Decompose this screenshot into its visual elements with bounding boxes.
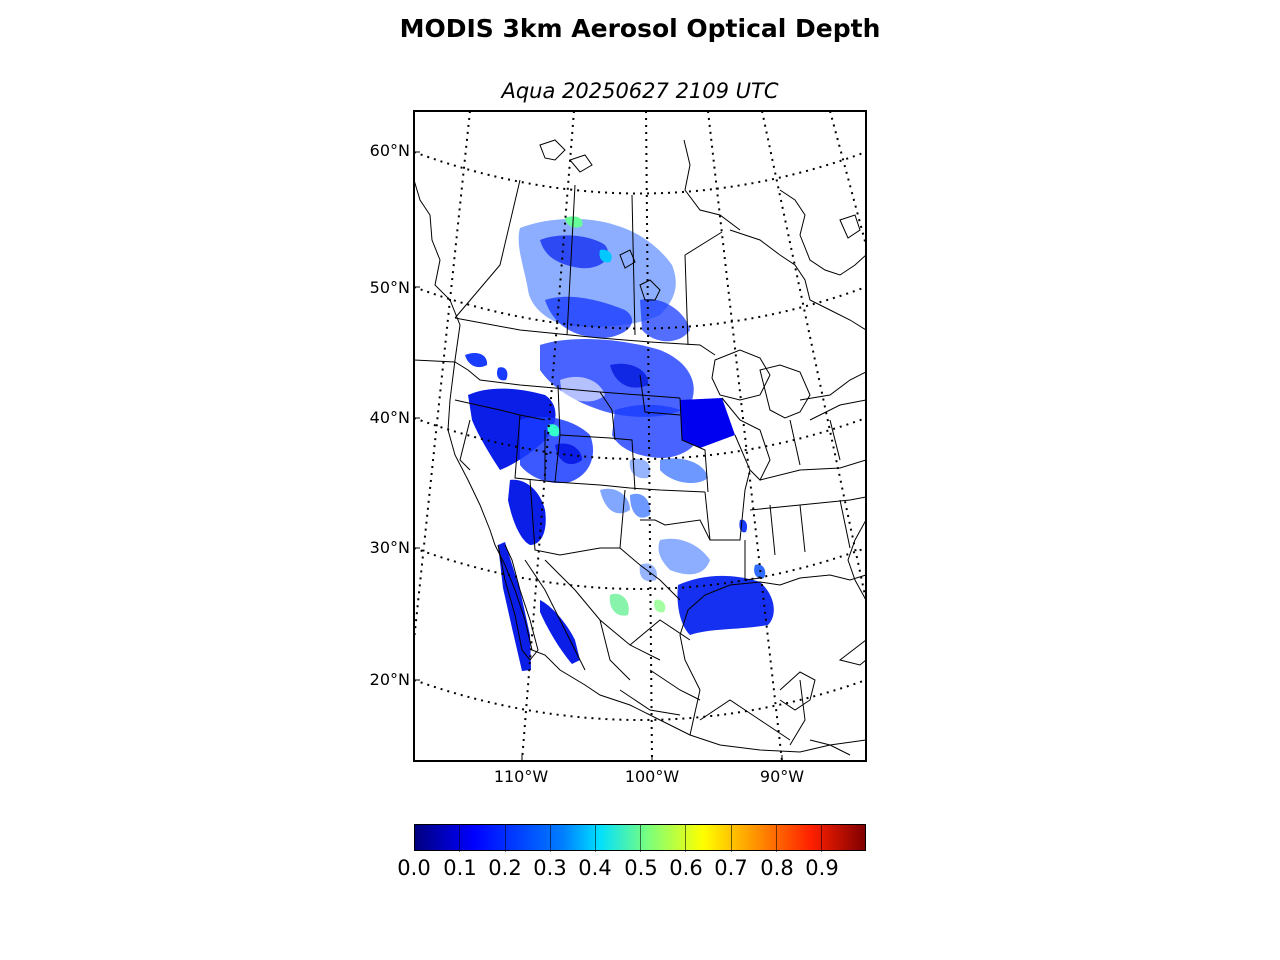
coastline-layer [414,139,866,756]
lon-label-110w: 110°W [493,767,549,786]
lat-label-40n: 40°N [369,408,410,427]
colorbar-label-6: 0.6 [669,856,703,880]
lat-label-50n: 50°N [369,278,410,297]
lon-label-100w: 100°W [624,767,680,786]
colorbar-tick [595,825,596,852]
map-content [414,111,866,761]
colorbar-tick [459,825,460,852]
colorbar-label-2: 0.2 [488,856,522,880]
lat-label-20n: 20°N [369,670,410,689]
lat-label-30n: 30°N [369,538,410,557]
colorbar [414,824,866,852]
aod-data-layer [465,216,774,671]
chart-subtitle: Aqua 20250627 2109 UTC [501,79,779,103]
colorbar-label-0: 0.0 [397,856,431,880]
colorbar-tick [640,825,641,852]
colorbar-tick [685,825,686,852]
colorbar-label-3: 0.3 [533,856,567,880]
colorbar-tick [505,825,506,852]
colorbar-label-1: 0.1 [443,856,477,880]
colorbar-label-5: 0.5 [624,856,658,880]
axis-ticks [414,151,783,761]
colorbar-label-9: 0.9 [805,856,839,880]
colorbar-tick [731,825,732,852]
colorbar-label-4: 0.4 [578,856,612,880]
colorbar-tick [776,825,777,852]
lon-label-90w: 90°W [759,767,805,786]
map-frame [413,110,867,762]
chart-title: MODIS 3km Aerosol Optical Depth [399,14,881,43]
colorbar-tick [550,825,551,852]
colorbar-tick [821,825,822,852]
graticule [414,111,866,761]
colorbar-label-7: 0.7 [714,856,748,880]
colorbar-label-8: 0.8 [760,856,794,880]
lat-label-60n: 60°N [369,141,410,160]
